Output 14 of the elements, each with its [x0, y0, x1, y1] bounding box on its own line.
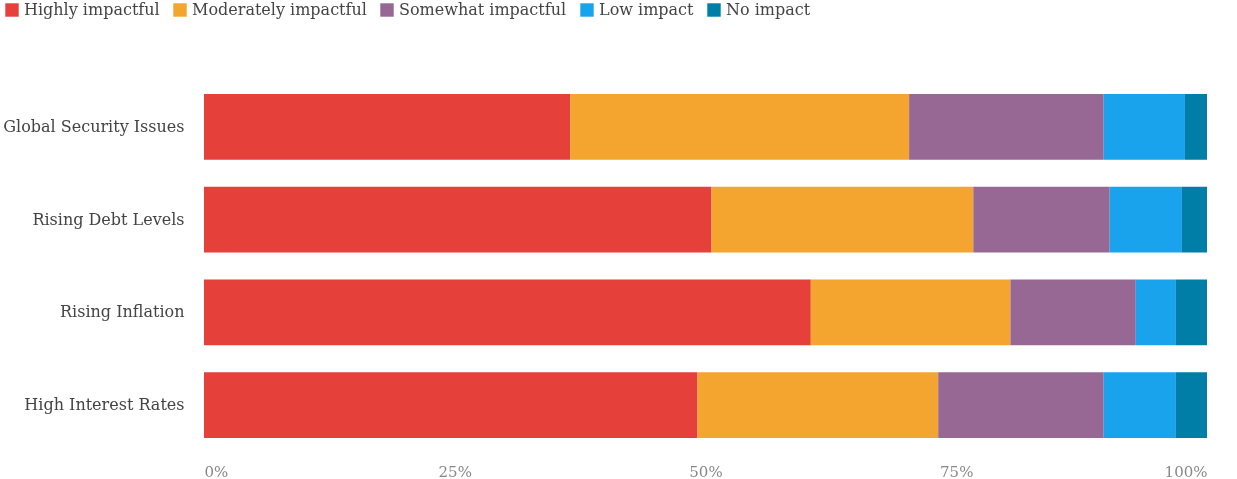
x-tick-label: 0% [204, 462, 229, 479]
x-tick-label: 50% [689, 462, 723, 479]
legend-label: Low impact [599, 0, 695, 19]
x-tick-label: 75% [940, 462, 974, 479]
y-tick-label: Global Security Issues [3, 116, 185, 136]
x-tick-label: 25% [438, 462, 472, 479]
legend-label: Highly impactful [24, 0, 160, 19]
y-tick-label: Rising Debt Levels [32, 209, 185, 229]
y-tick-label: Rising Inflation [60, 302, 185, 322]
legend-label: No impact [726, 0, 811, 19]
legend-label: Somewhat impactful [399, 0, 567, 19]
legend-label: Moderately impactful [192, 0, 367, 19]
y-tick-label: High Interest Rates [24, 395, 185, 415]
x-tick-label: 100% [1164, 462, 1208, 479]
